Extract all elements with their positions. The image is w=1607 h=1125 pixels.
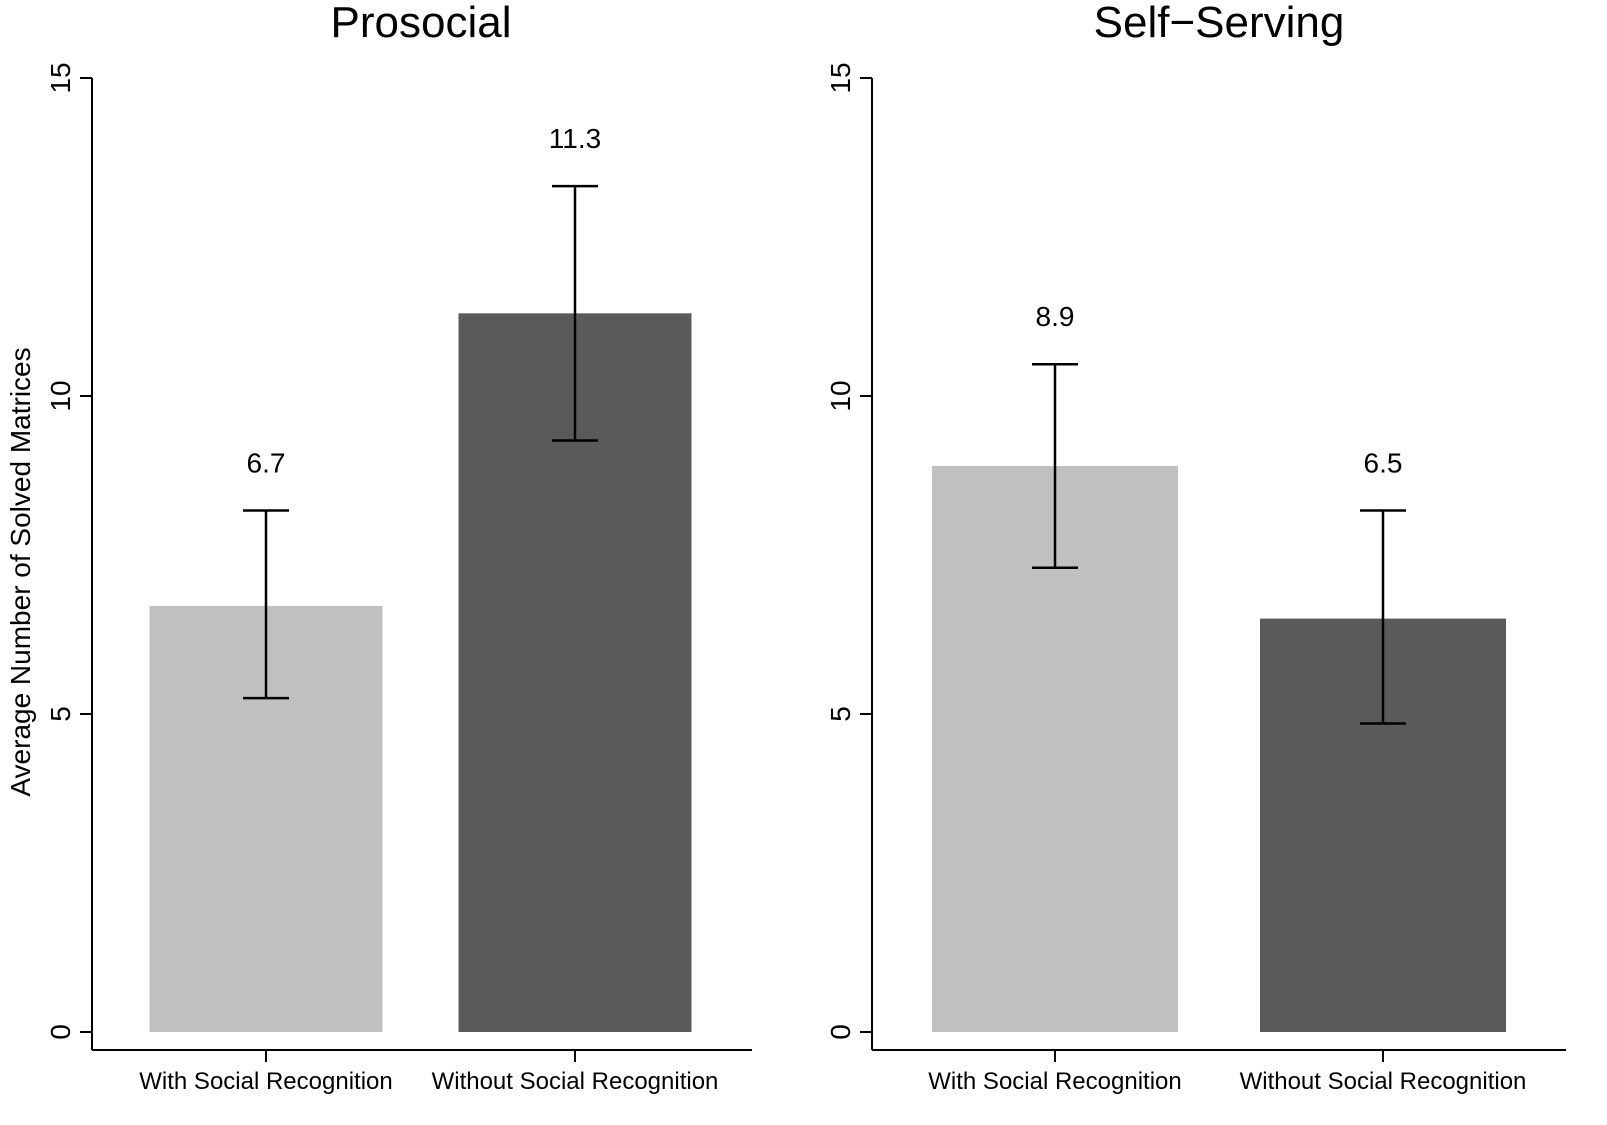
panel-title: Self−Serving: [1094, 0, 1345, 47]
x-tick-label: Without Social Recognition: [432, 1068, 719, 1095]
y-tick-label: 10: [825, 380, 856, 411]
x-tick-label: With Social Recognition: [928, 1068, 1181, 1095]
y-tick-label: 15: [45, 62, 76, 93]
y-tick-label: 0: [825, 1024, 856, 1040]
panel-2: Self−Serving 0 5 10 15 8.9 With Social Recogni…: [825, 0, 1566, 1095]
y-tick-label: 5: [825, 706, 856, 722]
data-label: 11.3: [549, 123, 601, 154]
panel-1: Prosocial 0 5 10 15 6.7 With Social Recognitio…: [45, 0, 752, 1095]
data-label: 6.7: [247, 447, 286, 478]
panel-title: Prosocial: [331, 0, 512, 47]
data-label: 6.5: [1364, 447, 1403, 478]
x-tick-label: Without Social Recognition: [1240, 1068, 1527, 1095]
y-tick-label: 0: [45, 1024, 76, 1040]
x-tick-label: With Social Recognition: [139, 1068, 392, 1095]
y-tick-label: 15: [825, 62, 856, 93]
y-tick-label: 10: [45, 380, 76, 411]
y-tick-label: 5: [45, 706, 76, 722]
y-axis-label: Average Number of Solved Matrices: [5, 347, 36, 796]
data-label: 8.9: [1036, 301, 1075, 332]
panels: Prosocial 0 5 10 15 6.7 With Social Recognitio…: [45, 0, 1566, 1095]
